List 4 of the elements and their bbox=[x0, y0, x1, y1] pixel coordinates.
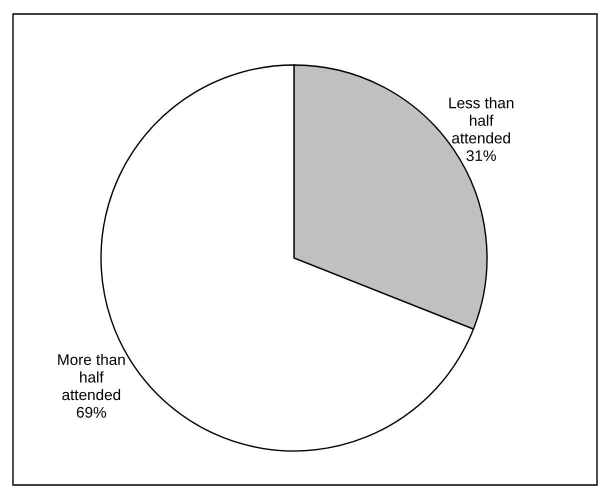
data-label: 31% bbox=[466, 150, 496, 162]
slice-label: Less than half attended bbox=[449, 97, 514, 144]
data-label: 69% bbox=[76, 406, 106, 418]
slice-label: More than half attended bbox=[58, 354, 125, 400]
